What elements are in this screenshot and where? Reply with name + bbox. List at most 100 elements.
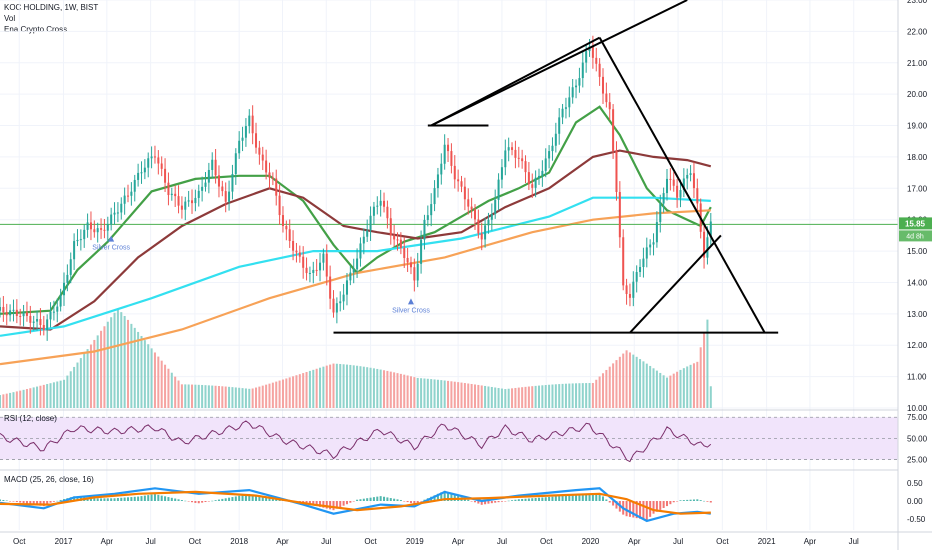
volume-bar xyxy=(217,386,220,408)
candle-body xyxy=(174,193,177,197)
macd-histogram-bar xyxy=(568,495,571,501)
volume-bar xyxy=(564,383,567,408)
volume-bar xyxy=(692,363,695,408)
macd-histogram-bar xyxy=(500,501,503,502)
rsi-pane[interactable]: 75.00 50.00 25.00 RSI (12, close) xyxy=(0,413,928,465)
macd-histogram-bar xyxy=(59,499,62,501)
macd-histogram-bar xyxy=(396,499,399,501)
volume-bar xyxy=(207,385,210,408)
macd-histogram-bar xyxy=(271,498,274,501)
candle-body xyxy=(578,78,581,86)
macd-histogram-bar xyxy=(521,498,524,501)
macd-histogram-bar xyxy=(207,501,210,502)
volume-bar xyxy=(487,386,490,408)
y-tick-label: 20.00 xyxy=(907,90,928,99)
candle-body xyxy=(113,212,116,215)
macd-histogram-bar xyxy=(248,493,251,501)
volume-bar xyxy=(686,366,689,408)
macd-histogram-bar xyxy=(689,499,692,501)
volume-bar xyxy=(238,387,241,408)
x-tick-label: Apr xyxy=(804,537,817,546)
macd-histogram-bar xyxy=(123,497,126,501)
volume-bar xyxy=(0,395,2,408)
macd-histogram-bar xyxy=(19,501,22,503)
candle-body xyxy=(69,259,72,275)
candle-body xyxy=(0,306,2,311)
macd-histogram-bar xyxy=(352,501,355,502)
macd-histogram-bar xyxy=(511,500,514,501)
volume-bar xyxy=(703,333,706,408)
volume-bar xyxy=(265,384,268,408)
y-tick-label: 15.00 xyxy=(907,247,928,256)
macd-histogram-bar xyxy=(349,501,352,503)
macd-histogram-bar xyxy=(36,501,39,506)
candle-body xyxy=(581,62,584,79)
volume-bar xyxy=(130,323,133,408)
candle-body xyxy=(682,178,685,191)
macd-histogram-bar xyxy=(585,494,588,501)
candle-body xyxy=(325,253,328,277)
candle-body xyxy=(204,182,207,187)
candle-body xyxy=(558,117,561,134)
y-tick-label: 23.00 xyxy=(907,0,928,5)
volume-bar xyxy=(649,365,652,408)
volume-bar xyxy=(42,384,45,408)
candle-body xyxy=(234,153,237,175)
volume-bar xyxy=(308,370,311,408)
volume-bar xyxy=(612,363,615,408)
macd-histogram-bar xyxy=(436,493,439,501)
macd-histogram-bar xyxy=(96,498,99,501)
volume-bar xyxy=(595,379,598,408)
macd-histogram-bar xyxy=(403,501,406,502)
macd-histogram-bar xyxy=(615,501,618,509)
candle-body xyxy=(137,172,140,180)
volume-bar xyxy=(170,372,173,408)
candle-body xyxy=(22,312,25,317)
macd-histogram-bar xyxy=(12,501,15,502)
x-tick-label: Apr xyxy=(276,537,289,546)
volume-bar xyxy=(174,376,177,408)
volume-bar xyxy=(93,339,96,408)
volume-bar xyxy=(665,377,669,408)
candle-body xyxy=(436,174,439,189)
trendlines[interactable] xyxy=(333,0,779,334)
macd-histogram-bar xyxy=(612,501,615,506)
symbol-legend[interactable]: KOC HOLDING, 1W, BIST xyxy=(4,3,99,12)
candle-body xyxy=(426,215,429,220)
macd-histogram-bar xyxy=(2,499,5,501)
volume-bar xyxy=(100,330,103,408)
macd-histogram-bar xyxy=(113,498,116,501)
volume-bar xyxy=(160,360,163,408)
volume-bar xyxy=(332,363,335,408)
candle-body xyxy=(450,151,453,166)
volume-bar xyxy=(527,386,530,408)
macd-histogram-bar xyxy=(564,495,567,501)
macd-pane[interactable]: 0.50 0.00 -0.50 MACD (25, 26, close, 16) xyxy=(0,475,926,524)
candle-body xyxy=(484,225,487,240)
macd-histogram-bar xyxy=(52,501,55,502)
macd-histogram-bar xyxy=(147,495,150,501)
candle-body xyxy=(73,241,76,260)
volume-bar xyxy=(423,378,426,408)
volume-bar xyxy=(639,359,642,408)
candle-body xyxy=(298,252,301,257)
indicator-legend[interactable]: Ena Crypto Cross xyxy=(4,25,68,34)
macd-histogram-bar xyxy=(393,498,396,501)
volume-bar xyxy=(2,394,5,408)
macd-histogram-bar xyxy=(447,492,450,501)
volume-bar xyxy=(699,347,702,408)
trendline-upper xyxy=(430,0,688,127)
macd-histogram-bar xyxy=(490,501,493,504)
macd-histogram-bar xyxy=(160,495,163,501)
volume-bar xyxy=(362,366,365,408)
volume-bar xyxy=(507,388,510,408)
volume-bar xyxy=(645,363,648,408)
rsi-line xyxy=(0,420,712,463)
candle-body xyxy=(514,149,517,158)
trendline xyxy=(629,234,722,334)
candle-body xyxy=(160,163,163,169)
macd-histogram-bar xyxy=(342,501,345,506)
macd-histogram-bar xyxy=(143,495,146,501)
volume-legend[interactable]: Vol xyxy=(4,14,16,23)
